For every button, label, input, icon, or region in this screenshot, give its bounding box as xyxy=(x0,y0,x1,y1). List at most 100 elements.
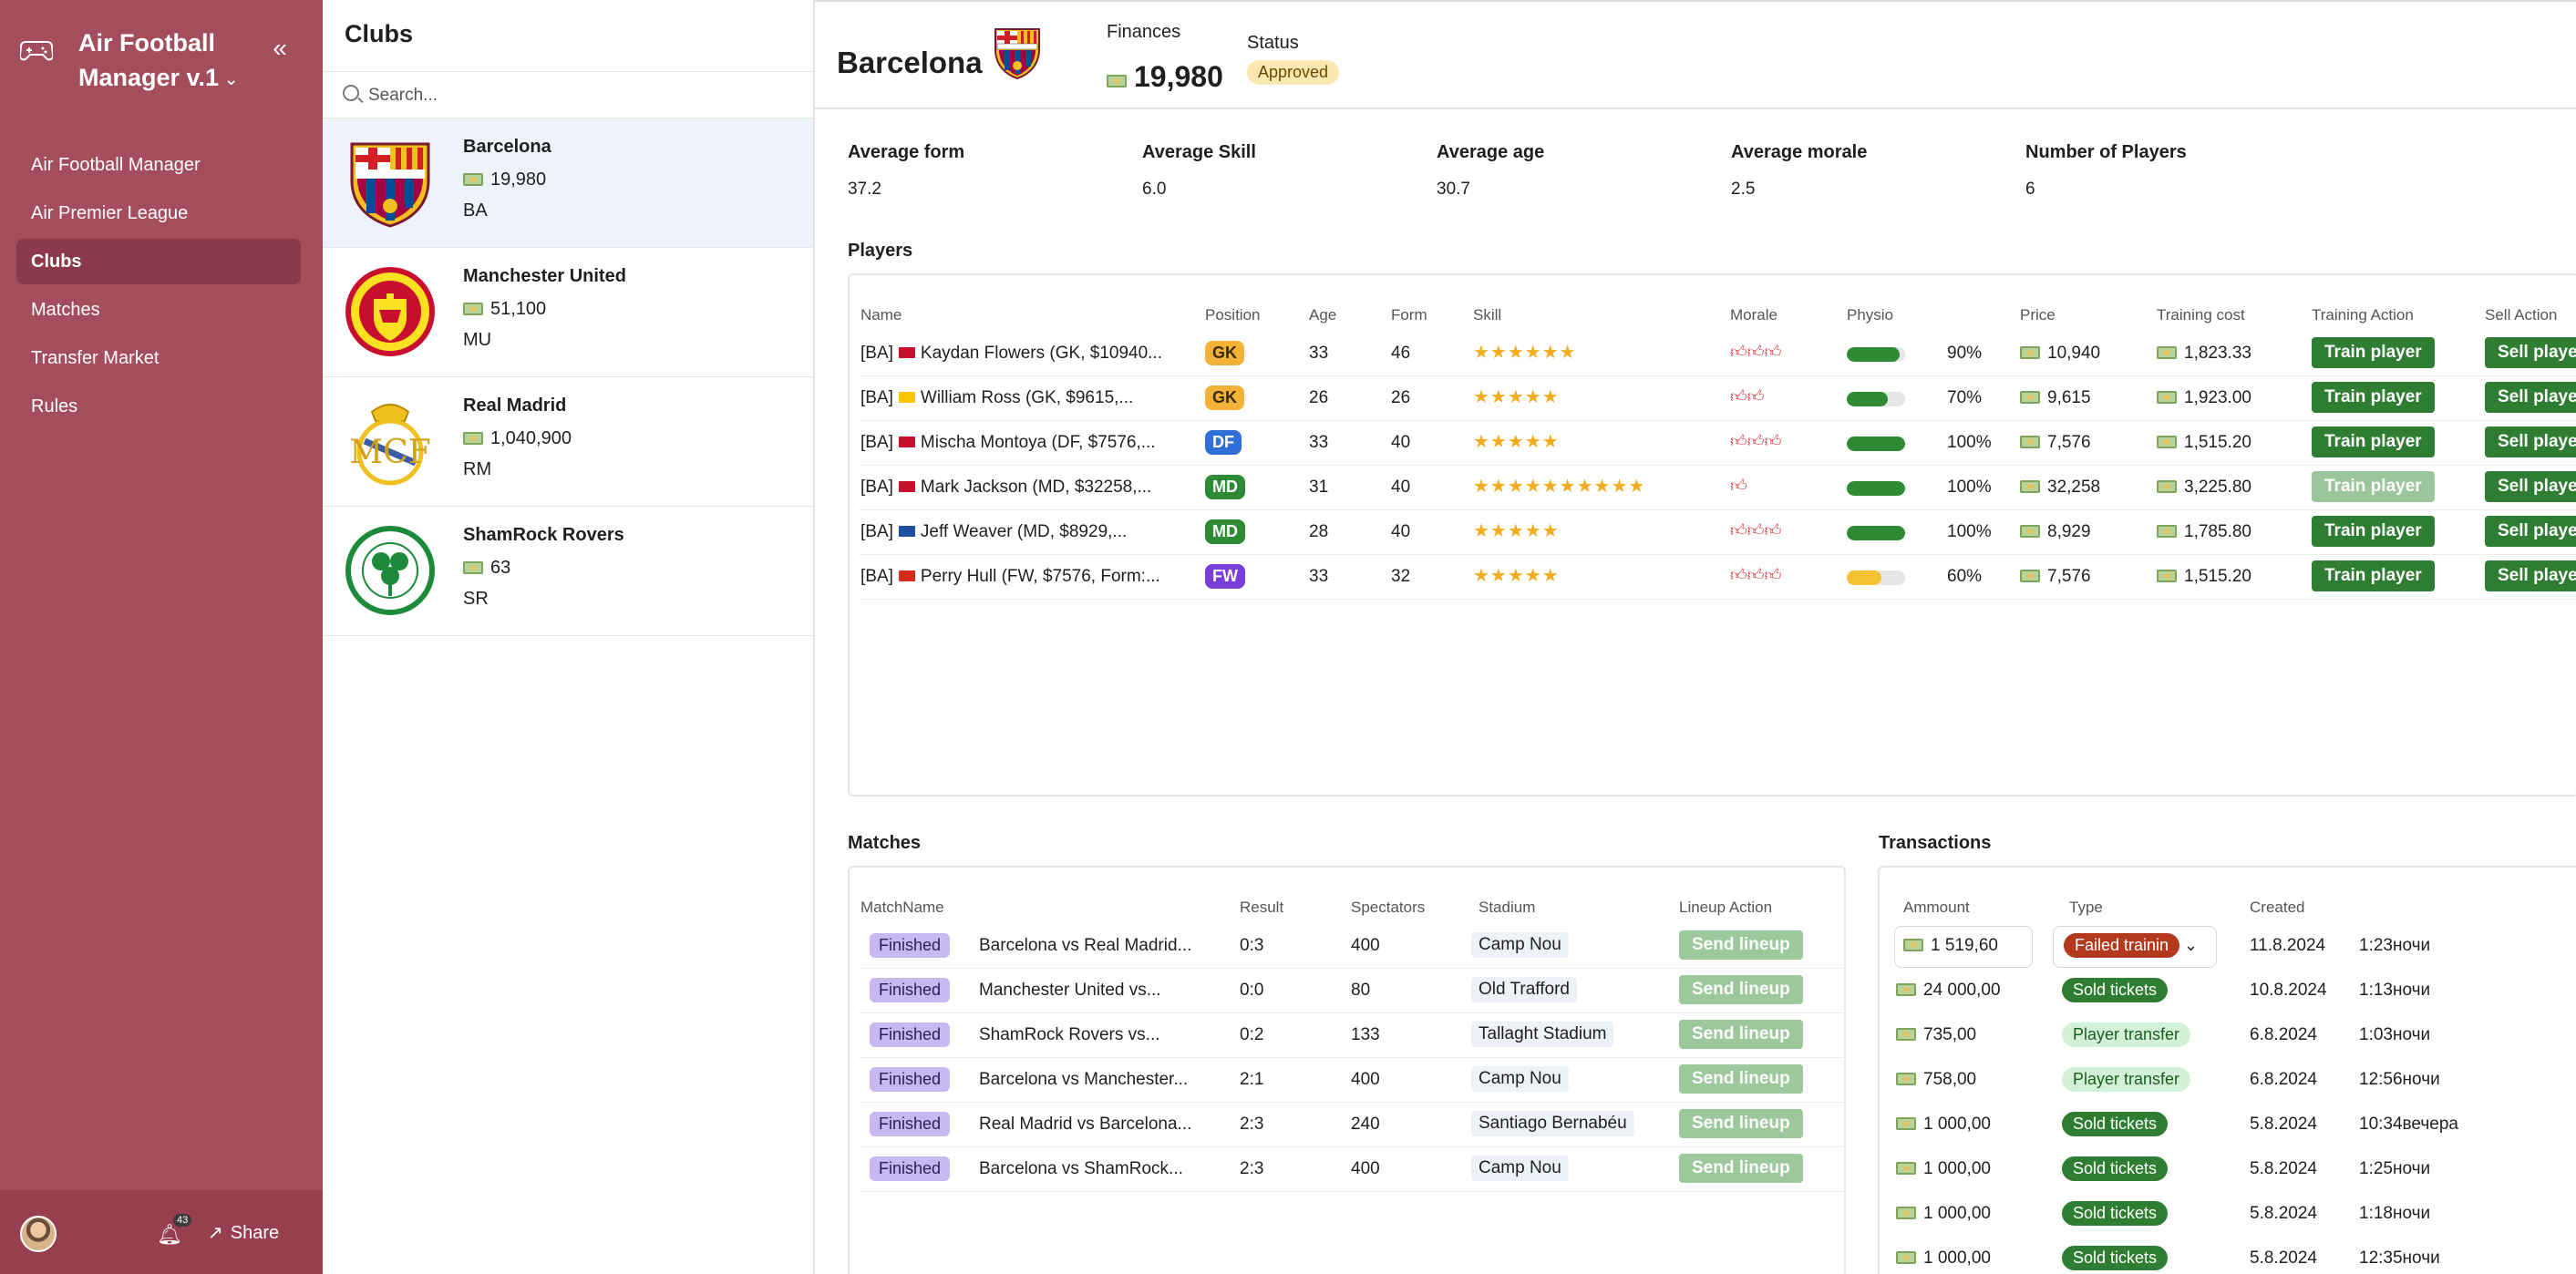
club-list-item[interactable]: ShamRock Rovers 63 SR xyxy=(323,507,813,636)
match-result: 2:1 xyxy=(1240,1070,1264,1089)
send-lineup-button[interactable]: Send lineup xyxy=(1679,1020,1803,1049)
transaction-type-badge: Player transfer xyxy=(2062,1022,2191,1047)
physio-bar xyxy=(1847,437,1905,451)
sell-player-button[interactable]: Sell player xyxy=(2485,560,2576,591)
player-age: 28 xyxy=(1309,522,1329,541)
chevron-down-icon[interactable]: ⌄ xyxy=(2184,936,2199,954)
skill-stars-icon: ★★★★★★ xyxy=(1473,343,1577,363)
money-icon xyxy=(2020,480,2040,493)
table-row: 1 000,00 Sold tickets 5.8.2024 1:18ночи xyxy=(1896,1192,2576,1237)
money-icon xyxy=(1896,1117,1916,1130)
transaction-date: 5.8.2024 xyxy=(2250,1115,2317,1134)
match-status-badge: Finished xyxy=(870,978,951,1002)
match-stadium: Old Trafford xyxy=(1471,977,1577,1002)
money-icon xyxy=(2020,391,2040,404)
club-money-amount: 51,100 xyxy=(490,299,547,319)
match-name: Manchester United vs... xyxy=(979,981,1161,1000)
avatar[interactable] xyxy=(20,1216,57,1252)
sidebar-item-matches[interactable]: Matches xyxy=(31,300,100,320)
barcelona-crest-icon xyxy=(345,137,436,228)
train-player-button[interactable]: Train player xyxy=(2312,560,2435,591)
search-icon xyxy=(343,85,359,101)
skill-stars-icon: ★★★★★ xyxy=(1473,566,1560,586)
sell-player-button[interactable]: Sell player xyxy=(2485,382,2576,413)
train-player-button[interactable]: Train player xyxy=(2312,337,2435,368)
collapse-sidebar-icon[interactable]: « xyxy=(273,34,287,62)
chevron-down-icon: ⌄ xyxy=(224,69,239,88)
sell-player-button[interactable]: Sell player xyxy=(2485,426,2576,457)
club-money: 19,980 xyxy=(463,170,546,190)
money-icon xyxy=(2157,525,2177,538)
club-list-item[interactable]: MCF Real Madrid 1,040,900 RM xyxy=(323,377,813,507)
physio-percent: 100% xyxy=(1947,433,1992,452)
train-player-button[interactable]: Train player xyxy=(2312,382,2435,413)
train-player-button[interactable]: Train player xyxy=(2312,426,2435,457)
money-icon xyxy=(2020,436,2040,448)
physio-percent: 90% xyxy=(1947,344,1983,363)
send-lineup-button[interactable]: Send lineup xyxy=(1679,1154,1803,1183)
transaction-amount-value: 1 519,60 xyxy=(1931,936,1998,955)
player-price: 32,258 xyxy=(2020,478,2100,498)
transactions-table: Ammount Type Created 1 519,60 Failed trainin… xyxy=(1878,866,2576,1274)
share-icon: ↗ xyxy=(208,1223,223,1243)
morale-thumbs-icon: 👍︎👍︎👍︎ xyxy=(1730,432,1782,450)
stat-average-form: Average form 37.2 xyxy=(848,142,964,200)
sell-player-button[interactable]: Sell player xyxy=(2485,337,2576,368)
send-lineup-button[interactable]: Send lineup xyxy=(1679,1109,1803,1138)
money-icon xyxy=(2157,480,2177,493)
sell-player-button[interactable]: Sell player xyxy=(2485,516,2576,547)
transaction-amount: 1 000,00 xyxy=(1896,1248,1991,1269)
column-header-lineup-action: Lineup Action xyxy=(1679,899,1773,916)
skill-stars-icon: ★★★★★ xyxy=(1473,387,1560,407)
send-lineup-button[interactable]: Send lineup xyxy=(1679,975,1803,1004)
send-lineup-button[interactable]: Send lineup xyxy=(1679,930,1803,960)
transaction-type-badge: Sold tickets xyxy=(2062,1112,2169,1136)
search-input[interactable] xyxy=(368,81,788,110)
send-lineup-button[interactable]: Send lineup xyxy=(1679,1064,1803,1094)
money-icon xyxy=(1896,1073,1916,1085)
type-select[interactable] xyxy=(2053,926,2217,968)
club-list-item[interactable]: Barcelona 19,980 BA xyxy=(323,118,813,248)
money-icon xyxy=(2020,570,2040,582)
training-cost: 1,823.33 xyxy=(2157,344,2251,364)
club-money-amount: 1,040,900 xyxy=(490,428,572,448)
money-icon xyxy=(1896,1251,1916,1264)
amount-input[interactable] xyxy=(1894,926,2033,968)
transaction-amount-value: 1 000,00 xyxy=(1923,1204,1991,1223)
skill-stars-icon: ★★★★★ xyxy=(1473,521,1560,541)
share-button[interactable]: ↗ Share xyxy=(208,1221,279,1244)
position-badge: MD xyxy=(1205,475,1245,499)
player-name: Jeff Weaver (MD, $8929,... xyxy=(920,522,1128,541)
money-icon xyxy=(463,432,483,445)
bell-icon[interactable]: 🔔︎ xyxy=(157,1223,182,1246)
transaction-time: 10:34вечера xyxy=(2359,1115,2458,1134)
table-row: 24 000,00 Sold tickets 10.8.2024 1:13ночи xyxy=(1896,969,2576,1013)
table-row: 1 519,60 Failed trainin ⌄ 11.8.2024 1:23ночи xyxy=(1894,924,2576,969)
train-player-button[interactable]: Train player xyxy=(2312,516,2435,547)
sidebar-item-rules[interactable]: Rules xyxy=(31,396,78,416)
sidebar-item-transfer-market[interactable]: Transfer Market xyxy=(31,348,160,368)
train-player-button: Train player xyxy=(2312,471,2435,502)
player-price-amount: 8,929 xyxy=(2047,522,2091,541)
player-name-cell: [BA] Jeff Weaver (MD, $8929,... xyxy=(860,522,1127,542)
sidebar-item-air-premier-league[interactable]: Air Premier League xyxy=(31,203,189,223)
transaction-time: 12:35ночи xyxy=(2359,1248,2440,1268)
transaction-amount: 1 000,00 xyxy=(1896,1159,1991,1179)
money-icon xyxy=(1896,1162,1916,1175)
table-row: 1 000,00 Sold tickets 5.8.2024 10:34вечера xyxy=(1896,1103,2576,1147)
match-spectators: 400 xyxy=(1351,1159,1380,1178)
transaction-date: 5.8.2024 xyxy=(2250,1159,2317,1178)
table-row: Finished Barcelona vs ShamRock... 2:3 400 Ca… xyxy=(859,1147,1843,1192)
player-price: 7,576 xyxy=(2020,567,2091,587)
transaction-amount-value: 735,00 xyxy=(1923,1025,1977,1044)
sidebar-item-clubs[interactable]: Clubs xyxy=(16,239,301,284)
club-name-heading: Barcelona xyxy=(837,46,983,79)
club-prefix: [BA] xyxy=(860,522,893,541)
sell-player-button[interactable]: Sell player xyxy=(2485,471,2576,502)
finances-label: Finances xyxy=(1107,22,1181,42)
physio-bar xyxy=(1847,347,1905,362)
club-money: 51,100 xyxy=(463,299,546,320)
sidebar-item-air-football-manager[interactable]: Air Football Manager xyxy=(31,155,201,175)
app-title-dropdown[interactable]: Air Football Manager v.1 ⌄ xyxy=(78,26,261,97)
club-list-item[interactable]: Manchester United 51,100 MU xyxy=(323,248,813,377)
